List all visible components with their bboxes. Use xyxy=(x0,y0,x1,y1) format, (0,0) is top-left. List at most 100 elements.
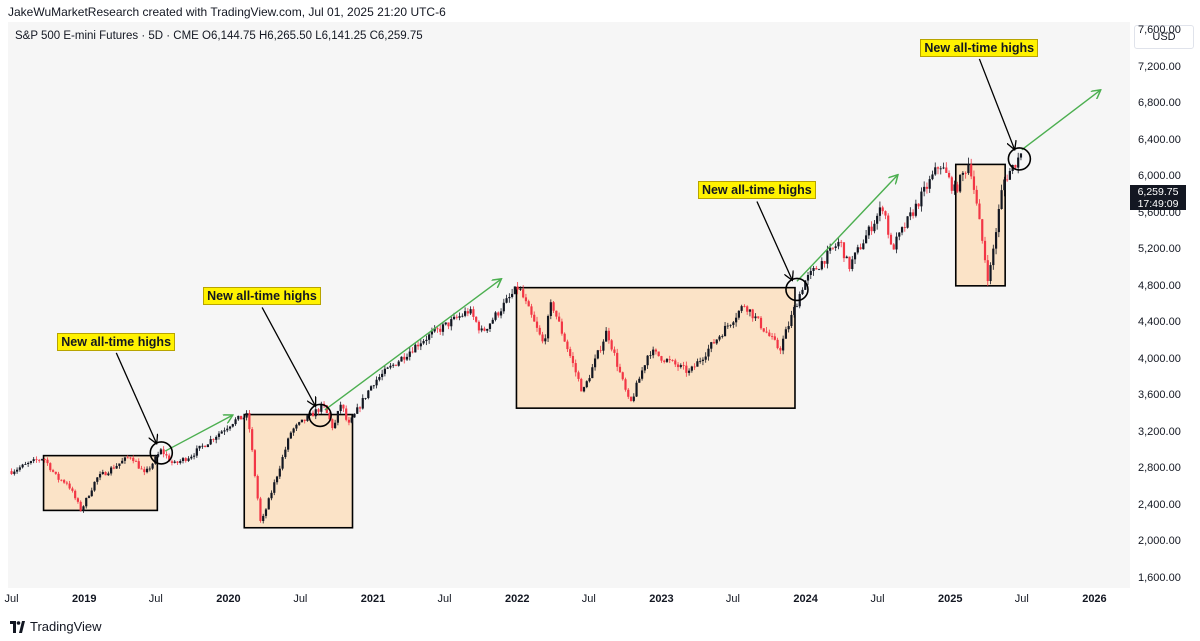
tradingview-footer[interactable]: TradingView xyxy=(10,619,102,634)
price-tick-label: 4,400.00 xyxy=(1138,316,1181,329)
candle xyxy=(273,479,276,496)
candle xyxy=(345,405,348,422)
candle xyxy=(367,389,370,400)
candle xyxy=(151,462,154,470)
ath-label[interactable]: New all-time highs xyxy=(203,287,321,306)
candle xyxy=(118,463,121,469)
candle xyxy=(1006,174,1009,182)
candle xyxy=(115,463,118,469)
candle xyxy=(1008,167,1011,180)
ath-pointer-arrow xyxy=(756,201,792,279)
ath-marker-circle[interactable] xyxy=(1007,147,1032,171)
time-tick-label: 2021 xyxy=(360,593,386,605)
candle xyxy=(422,338,425,345)
candle xyxy=(768,329,771,337)
candle xyxy=(754,313,757,322)
candle xyxy=(336,410,339,426)
ath-marker-circle[interactable] xyxy=(149,441,174,465)
candle xyxy=(989,262,992,285)
time-tick-label: Jul xyxy=(4,593,19,605)
candle xyxy=(129,456,132,460)
candle xyxy=(925,182,929,194)
candle xyxy=(494,311,497,322)
candle xyxy=(627,388,630,399)
range-box[interactable] xyxy=(515,286,796,409)
candle xyxy=(107,471,110,476)
candle xyxy=(497,311,500,318)
candle xyxy=(13,469,16,476)
currency-button[interactable]: USD xyxy=(1134,25,1194,49)
time-tick-label: 2025 xyxy=(937,593,963,605)
candle xyxy=(278,465,281,480)
candle xyxy=(71,486,74,493)
candle xyxy=(1019,153,1023,161)
range-box[interactable] xyxy=(954,163,1006,287)
candle xyxy=(353,413,356,418)
candle xyxy=(981,218,984,244)
candle xyxy=(898,232,901,241)
candle xyxy=(704,352,707,363)
candle xyxy=(950,175,953,194)
candle xyxy=(192,453,196,460)
time-tick-label: Jul xyxy=(293,593,308,605)
candle xyxy=(54,471,57,475)
candle xyxy=(234,417,237,426)
candle xyxy=(848,256,851,272)
candle xyxy=(840,239,843,248)
candle xyxy=(660,355,663,363)
candle xyxy=(394,364,398,367)
candle xyxy=(96,477,99,485)
candle xyxy=(787,321,790,333)
candle xyxy=(624,377,627,392)
range-box[interactable] xyxy=(243,413,354,529)
trend-arrow[interactable] xyxy=(164,415,232,452)
price-tick-label: 2,400.00 xyxy=(1138,498,1181,511)
candle xyxy=(779,346,782,355)
ath-marker-circle[interactable] xyxy=(308,403,332,428)
candle xyxy=(593,354,597,371)
candle xyxy=(876,213,879,230)
ath-label[interactable]: New all-time highs xyxy=(57,332,176,351)
candle xyxy=(331,418,334,431)
candle xyxy=(228,425,232,431)
candle xyxy=(392,363,395,368)
candle xyxy=(909,207,912,221)
ath-marker-circle[interactable] xyxy=(785,277,809,302)
candle xyxy=(748,309,752,317)
candle xyxy=(978,199,981,220)
candle xyxy=(535,316,539,332)
tradingview-logo-icon xyxy=(10,620,25,633)
candle xyxy=(347,416,351,426)
candle xyxy=(334,419,337,429)
candle xyxy=(262,513,265,524)
trend-arrow[interactable] xyxy=(1021,90,1100,151)
candle xyxy=(159,447,162,455)
candle xyxy=(281,454,284,471)
candle xyxy=(441,322,445,336)
ath-label[interactable]: New all-time highs xyxy=(697,181,816,200)
candle xyxy=(759,316,763,330)
candle xyxy=(226,425,229,433)
candle xyxy=(63,479,66,484)
candle xyxy=(530,303,533,318)
trend-arrow[interactable] xyxy=(796,175,897,282)
candle xyxy=(577,370,580,382)
candle xyxy=(60,479,63,482)
candle xyxy=(895,232,898,254)
range-box[interactable] xyxy=(42,454,159,512)
candle xyxy=(862,239,865,250)
candle xyxy=(519,286,522,291)
ath-label[interactable]: New all-time highs xyxy=(920,38,1039,57)
candle xyxy=(140,465,143,470)
candle xyxy=(284,446,287,459)
trend-arrow[interactable] xyxy=(324,279,501,411)
candle xyxy=(793,305,796,318)
tradingview-brand-text: TradingView xyxy=(30,619,102,634)
candle xyxy=(699,357,702,364)
candle xyxy=(511,288,514,299)
candle xyxy=(215,435,218,444)
candle xyxy=(405,353,409,362)
candle xyxy=(148,466,151,472)
candle xyxy=(563,332,566,342)
